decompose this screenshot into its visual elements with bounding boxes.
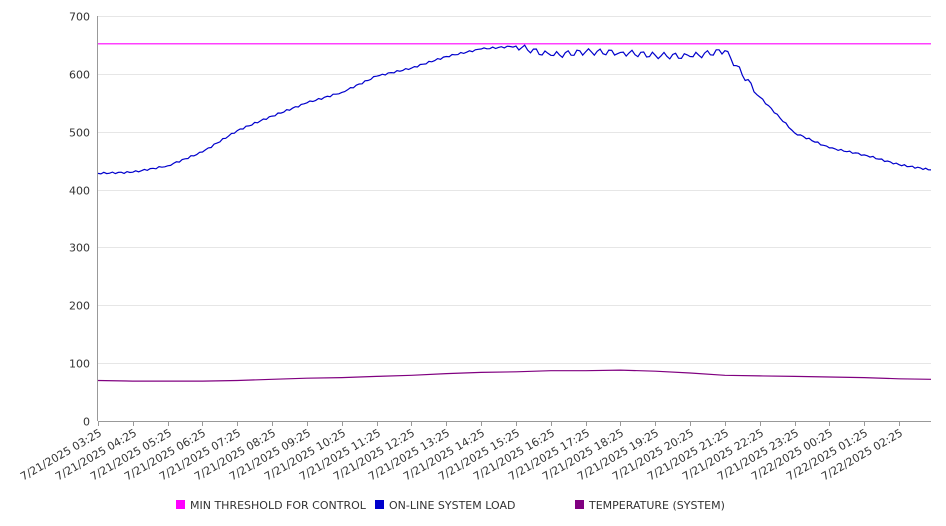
y-tick-label-400: 400: [69, 185, 90, 198]
series-line-1: [97, 44, 932, 175]
y-tick-label-100: 100: [69, 358, 90, 371]
x-axis: 7/21/2025 03:257/21/2025 04:257/21/2025 …: [18, 421, 931, 483]
gridlines: [98, 16, 931, 364]
legend-swatch-1: [375, 500, 384, 509]
legend-swatch-0: [176, 500, 185, 509]
series-lines: [97, 43, 932, 382]
legend-label-0: MIN THRESHOLD FOR CONTROL: [190, 499, 367, 512]
y-tick-label-300: 300: [69, 242, 90, 255]
y-tick-label-700: 700: [69, 11, 90, 24]
y-tick-label-200: 200: [69, 300, 90, 313]
legend: MIN THRESHOLD FOR CONTROL ON-LINE SYSTEM …: [176, 499, 725, 512]
series-line-2: [97, 369, 932, 382]
y-tick-label-500: 500: [69, 127, 90, 140]
y-axis: 0 100 200 300 400 500 600 700: [69, 11, 98, 429]
legend-label-1: ON-LINE SYSTEM LOAD: [389, 499, 515, 512]
legend-label-2: TEMPERATURE (SYSTEM): [588, 499, 725, 512]
y-tick-label-0: 0: [83, 416, 90, 429]
legend-swatch-2: [575, 500, 584, 509]
y-tick-label-600: 600: [69, 69, 90, 82]
